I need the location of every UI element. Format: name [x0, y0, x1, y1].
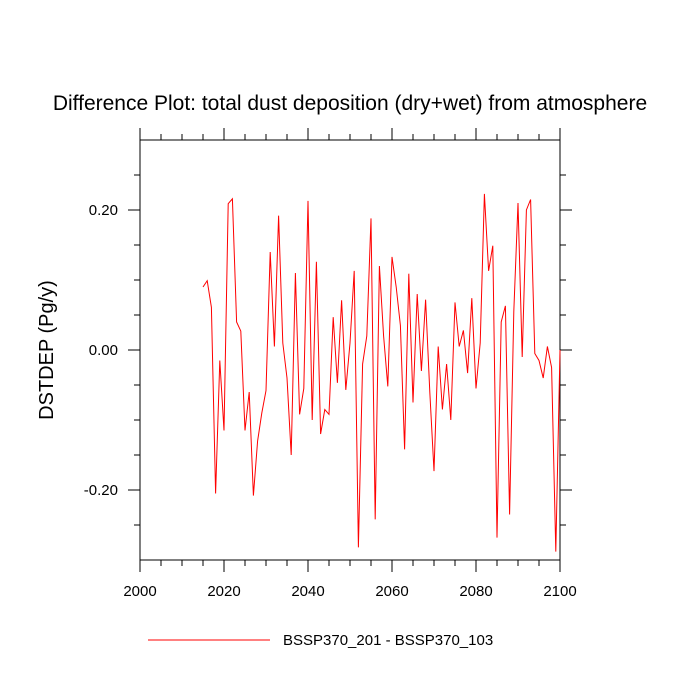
legend-label: BSSP370_201 - BSSP370_103: [283, 632, 493, 649]
axis-tick-labels: 2000 2020 2040 2060 2080 2100 -0.20 0.00 0.20: [84, 202, 577, 600]
legend: BSSP370_201 - BSSP370_103: [148, 632, 493, 649]
plot-border: [139, 139, 561, 561]
x-tick-label: 2080: [459, 583, 492, 600]
x-tick-label: 2060: [375, 583, 408, 600]
x-tick-label: 2020: [207, 583, 240, 600]
series-line: [202, 193, 561, 552]
y-tick-label: 0.20: [89, 202, 118, 219]
x-tick-label: 2040: [291, 583, 324, 600]
chart-title: Difference Plot: total dust deposition (…: [53, 92, 647, 115]
data-series: [202, 193, 561, 552]
plot-frame: [139, 139, 561, 561]
y-axis-label: DSTDEP (Pg/y): [36, 280, 58, 420]
y-tick-label: 0.00: [89, 342, 118, 359]
y-tick-label: -0.20: [84, 482, 118, 499]
x-tick-label: 2100: [543, 583, 576, 600]
axis-ticks: [128, 128, 572, 572]
x-tick-label: 2000: [123, 583, 156, 600]
